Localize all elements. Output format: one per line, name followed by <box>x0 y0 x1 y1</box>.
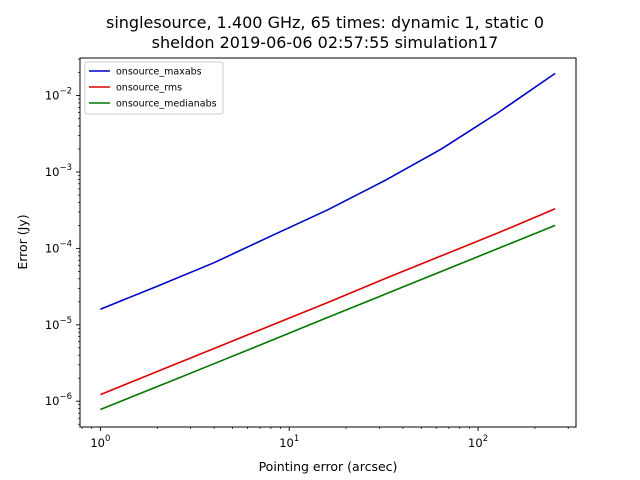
y-axis-label: Error (Jy) <box>15 214 30 269</box>
chart-title-line-1: singlesource, 1.400 GHz, 65 times: dynam… <box>106 13 544 32</box>
legend-label-onsource_maxabs: onsource_maxabs <box>116 67 202 78</box>
x-tick-label: 100 <box>90 434 110 450</box>
series-line-onsource_rms <box>100 208 556 396</box>
x-axis-ticks: 100 101 102 <box>81 427 569 450</box>
y-tick-label: 10−2 <box>45 87 72 103</box>
x-axis-label: Pointing error (arcsec) <box>259 459 398 474</box>
y-tick-label: 10−4 <box>45 239 72 255</box>
x-tick-label: 102 <box>468 434 488 450</box>
y-tick-label: 10−3 <box>45 163 72 179</box>
legend: onsource_maxabs onsource_rms onsource_medi… <box>84 61 224 115</box>
plot-area <box>80 58 576 427</box>
series-lines <box>100 72 556 411</box>
y-axis-ticks: 10−6 10−5 10−4 10−3 10−2 <box>45 58 80 425</box>
chart-title-line-2: sheldon 2019-06-06 02:57:55 simulation17 <box>152 33 499 52</box>
axes-frame <box>79 57 577 428</box>
axes-spines <box>79 57 577 428</box>
legend-label-onsource_rms: onsource_rms <box>116 83 182 94</box>
series-line-onsource_maxabs <box>100 72 556 310</box>
y-tick-label: 10−5 <box>45 316 72 332</box>
x-tick-label: 101 <box>279 434 299 450</box>
series-line-onsource_medianabs <box>100 224 556 411</box>
legend-box <box>84 61 224 115</box>
y-tick-label: 10−6 <box>45 392 72 408</box>
legend-label-onsource_medianabs: onsource_medianabs <box>116 99 217 110</box>
